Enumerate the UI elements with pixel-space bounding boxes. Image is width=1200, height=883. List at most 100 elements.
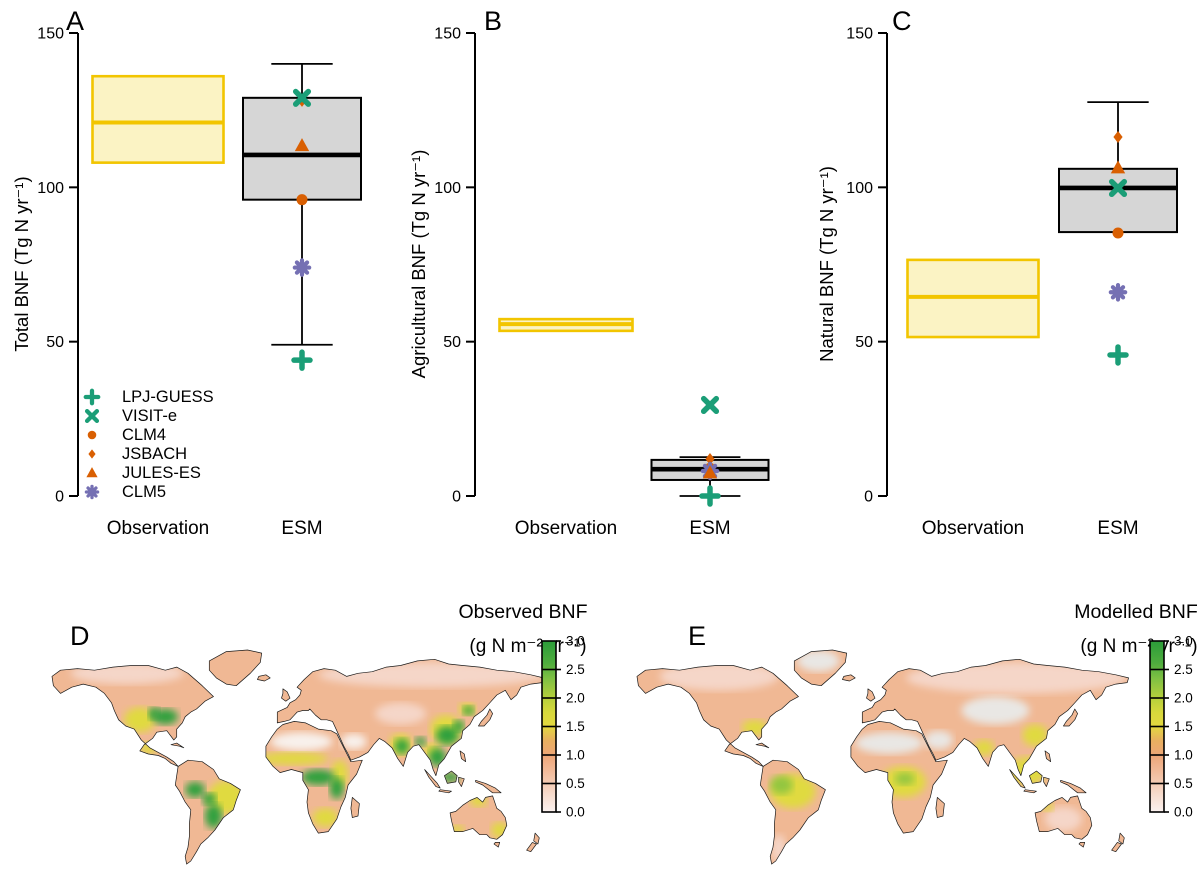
y-tick-label-0: 0 [55, 489, 64, 506]
continent-outline [1043, 776, 1050, 787]
x-category-c-observation: Observation [922, 518, 1024, 539]
continent-outline [755, 742, 770, 749]
circle-icon [296, 194, 308, 206]
continent-fill [526, 842, 537, 852]
continent-fill [1111, 842, 1122, 852]
legend-label-clm4: CLM4 [122, 426, 166, 444]
patch-map_green [394, 738, 410, 754]
esm-box [1058, 167, 1178, 234]
colorbar: 3.0 2.5 2.0 1.5 1.0 0.5 0.0 [1149, 634, 1193, 820]
continent-outline [759, 759, 826, 865]
continent-outline [526, 842, 537, 853]
point-clm4 [1112, 227, 1124, 239]
continent-outline [1118, 832, 1125, 845]
colorbar-label-0.5: 0.5 [1174, 776, 1193, 791]
patch-map_green [205, 803, 223, 829]
patch-map_yellow [450, 825, 465, 835]
continent-outline [842, 674, 856, 682]
legend-symbol-clm4 [87, 430, 97, 440]
x-category-b-observation: Observation [515, 518, 617, 539]
y-tick-label-0: 0 [864, 489, 873, 506]
continent-fill [1079, 842, 1085, 848]
colorbar-label-0.5: 0.5 [566, 776, 585, 791]
colorbar-label-0.0: 0.0 [1174, 805, 1193, 820]
cross-icon [1108, 178, 1128, 197]
legend-label-lpj-guess: LPJ-GUESS [122, 388, 214, 406]
continent-fill [438, 789, 452, 793]
legend-symbol-jsbach [88, 449, 96, 459]
patch-map_green [452, 719, 465, 733]
patch-map_yellow [469, 794, 487, 807]
colorbar-label-2.0: 2.0 [1174, 691, 1193, 706]
continent-outline [850, 721, 948, 834]
continent-outline [475, 779, 502, 794]
point-clm5 [292, 258, 312, 277]
continent-outlines [636, 649, 1129, 865]
map-e-title: Modelled BNF [1074, 601, 1198, 623]
star-center [1115, 289, 1121, 296]
legend-label-clm5: CLM5 [122, 483, 166, 501]
continent-outline [438, 789, 452, 794]
point-lpj-guess [1107, 344, 1129, 366]
y-axis-title-c: Natural BNF (Tg N yr⁻¹) [816, 166, 837, 362]
patch-map_green [202, 792, 217, 806]
panel-e-modelled-bnf-map: E Modelled BNF (g N m⁻² yr⁻¹) 3.02.52.01… [636, 601, 1198, 865]
x-category-a-esm: ESM [281, 518, 322, 539]
y-tick-label-50: 50 [46, 334, 64, 351]
continent-fill [1023, 789, 1037, 793]
continent-outline [281, 688, 291, 702]
patch-map_yellow [312, 808, 339, 827]
continent-fill [281, 688, 290, 702]
panel-c-natural-bnf-boxplot: C Natural BNF (Tg N yr⁻¹) Observation ES… [816, 6, 1178, 539]
continent-fill [171, 743, 184, 748]
plot-area-C: 0 50 100 150 [846, 25, 1178, 506]
colorbar-label-3.0: 3.0 [1174, 634, 1193, 649]
y-tick-label-50: 50 [855, 334, 873, 351]
patch-map_yellow [257, 752, 329, 765]
diamond-icon [705, 452, 715, 465]
patch-map_gray [961, 696, 1030, 725]
continent-outline [636, 665, 799, 767]
point-lpj-guess [699, 485, 721, 507]
colorbar-label-1.5: 1.5 [1174, 719, 1193, 734]
continent-fill [209, 650, 262, 686]
point-lpj-guess [291, 349, 313, 371]
y-tick-label-100: 100 [846, 180, 873, 197]
x-category-c-esm: ESM [1097, 518, 1138, 539]
point-visit-e [292, 88, 312, 107]
star-icon [84, 484, 100, 500]
patch-map_yellow [124, 707, 156, 733]
colorbar-label-3.0: 3.0 [566, 634, 585, 649]
continent-outline [444, 770, 458, 784]
continent-outline [1060, 779, 1087, 794]
continent-outline [170, 742, 185, 749]
star-center [89, 489, 95, 495]
triangle-icon [1110, 160, 1126, 174]
colorbar-label-1.5: 1.5 [566, 719, 585, 734]
continent-outline [861, 658, 1129, 777]
point-visit-e [1108, 178, 1128, 197]
patch-map_yellow [1022, 724, 1048, 747]
circle-icon [87, 430, 97, 440]
colorbar-label-1.0: 1.0 [566, 748, 585, 763]
triangle-icon [702, 465, 718, 479]
plus-icon [291, 349, 313, 371]
diamond-icon [88, 449, 96, 459]
continent-fill [533, 833, 540, 844]
continent-fill [1060, 780, 1087, 793]
continent-outline [449, 795, 508, 840]
x-category-a-observation: Observation [107, 518, 209, 539]
patch-map_gray [855, 732, 924, 754]
y-tick-label-50: 50 [443, 334, 461, 351]
continent-fill [460, 750, 466, 762]
legend-label-jsbach: JSBACH [122, 445, 187, 463]
y-axis-title-b: Agricultural BNF (Tg N yr⁻¹) [408, 150, 429, 379]
diamond-icon [1113, 131, 1123, 144]
point-jsbach [705, 452, 715, 465]
point-jules-es [702, 465, 718, 479]
continent-fill [350, 797, 360, 818]
point-visit-e [700, 395, 720, 414]
triangle-icon [86, 467, 98, 478]
